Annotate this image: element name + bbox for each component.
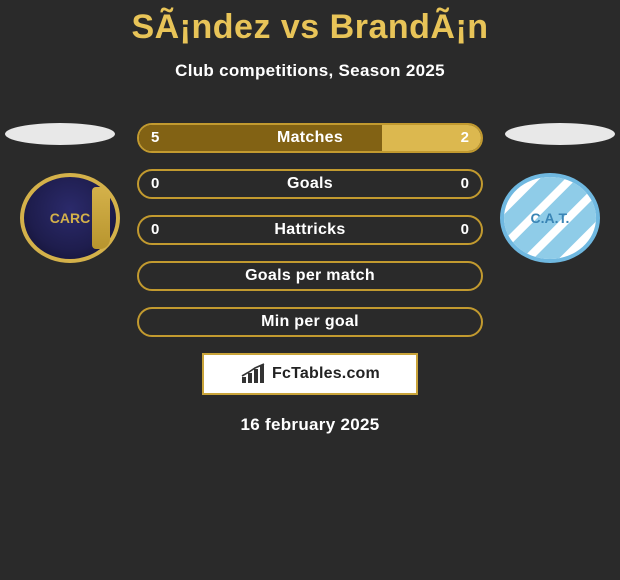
player-right-silhouette <box>505 123 615 145</box>
comparison-panel: CARC C.A.T. Matches52Goals00Hattricks00G… <box>0 123 620 435</box>
stat-bar-label: Hattricks <box>139 217 481 243</box>
club-badge-left-abbr: CARC <box>50 210 90 226</box>
player-left-silhouette <box>5 123 115 145</box>
brand-box: FcTables.com <box>202 353 418 395</box>
stat-bar-label: Matches <box>139 125 481 151</box>
club-badge-left: CARC <box>20 173 120 263</box>
stat-bar-row: Goals per match <box>137 261 483 291</box>
stat-bar-label: Goals per match <box>139 263 481 289</box>
stat-bar-row: Min per goal <box>137 307 483 337</box>
page-title: SÃ¡ndez vs BrandÃ¡n <box>0 0 620 47</box>
stat-bar-value-right: 0 <box>461 217 469 243</box>
date-text: 16 february 2025 <box>0 415 620 435</box>
club-badge-right: C.A.T. <box>500 173 600 263</box>
stat-bar-row: Goals0 0 <box>137 169 483 199</box>
subtitle: Club competitions, Season 2025 <box>0 61 620 81</box>
brand-text: FcTables.com <box>272 365 380 383</box>
stat-bar-row: Hattricks0 0 <box>137 215 483 245</box>
stat-bars: Matches52Goals00Hattricks00Goals per mat… <box>137 123 483 337</box>
club-badge-right-abbr: C.A.T. <box>531 210 570 226</box>
stat-bar-value-left: 0 <box>151 217 159 243</box>
stat-bar-label: Goals <box>139 171 481 197</box>
stat-bar-row: Matches5 2 <box>137 123 483 153</box>
stat-bar-value-left: 0 <box>151 171 159 197</box>
stat-bar-value-right: 0 <box>461 171 469 197</box>
brand-chart-icon <box>240 363 266 385</box>
stat-bar-label: Min per goal <box>139 309 481 335</box>
stat-bar-value-left: 5 <box>151 125 159 151</box>
stat-bar-value-right: 2 <box>461 125 469 151</box>
